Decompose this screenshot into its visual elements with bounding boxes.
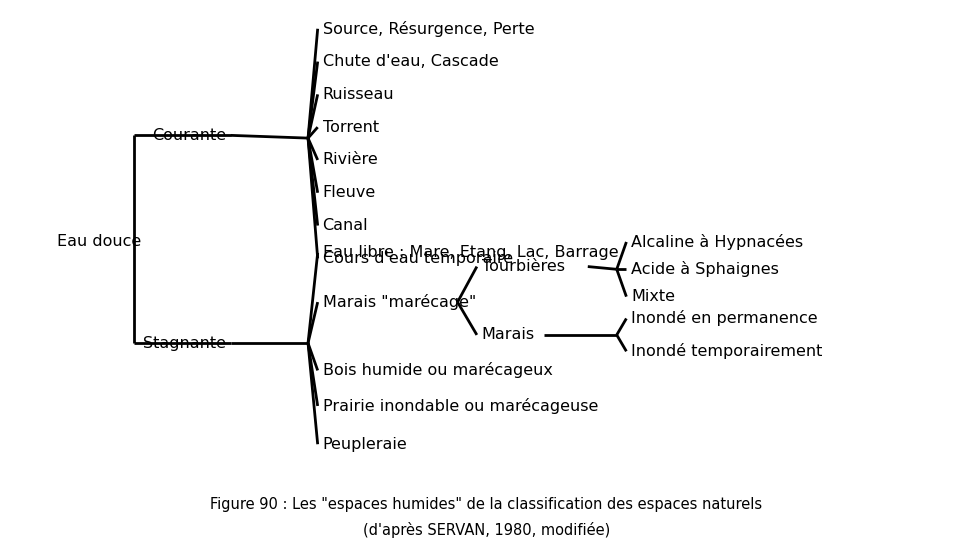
Text: Eau douce: Eau douce <box>57 234 141 249</box>
Text: Peupleraie: Peupleraie <box>322 437 408 452</box>
Text: Courante: Courante <box>152 128 226 143</box>
Text: Source, Résurgence, Perte: Source, Résurgence, Perte <box>322 21 534 37</box>
Text: Chute d'eau, Cascade: Chute d'eau, Cascade <box>322 54 498 69</box>
Text: Cours d'eau temporaire: Cours d'eau temporaire <box>322 251 513 266</box>
Text: Canal: Canal <box>322 218 368 233</box>
Text: Bois humide ou marécageux: Bois humide ou marécageux <box>322 362 553 379</box>
Text: Eau libre : Mare, Etang, Lac, Barrage: Eau libre : Mare, Etang, Lac, Barrage <box>322 245 618 260</box>
Text: Torrent: Torrent <box>322 120 378 135</box>
Text: Acide à Sphaignes: Acide à Sphaignes <box>631 261 779 278</box>
Text: Inondé en permanence: Inondé en permanence <box>631 310 818 326</box>
Text: Ruisseau: Ruisseau <box>322 87 394 102</box>
Text: Marais: Marais <box>482 327 535 342</box>
Text: Tourbières: Tourbières <box>482 259 564 274</box>
Text: Fleuve: Fleuve <box>322 185 376 200</box>
Text: Alcaline à Hypnacées: Alcaline à Hypnacées <box>631 234 804 250</box>
Text: Mixte: Mixte <box>631 289 675 304</box>
Text: Prairie inondable ou marécageuse: Prairie inondable ou marécageuse <box>322 398 597 414</box>
Text: Stagnante: Stagnante <box>143 336 226 351</box>
Text: Marais "marécage": Marais "marécage" <box>322 294 476 310</box>
Text: Figure 90 : Les "espaces humides" de la classification des espaces naturels: Figure 90 : Les "espaces humides" de la … <box>210 497 763 512</box>
Text: Rivière: Rivière <box>322 153 378 168</box>
Text: Inondé temporairement: Inondé temporairement <box>631 344 822 359</box>
Text: (d'après SERVAN, 1980, modifiée): (d'après SERVAN, 1980, modifiée) <box>363 522 610 538</box>
